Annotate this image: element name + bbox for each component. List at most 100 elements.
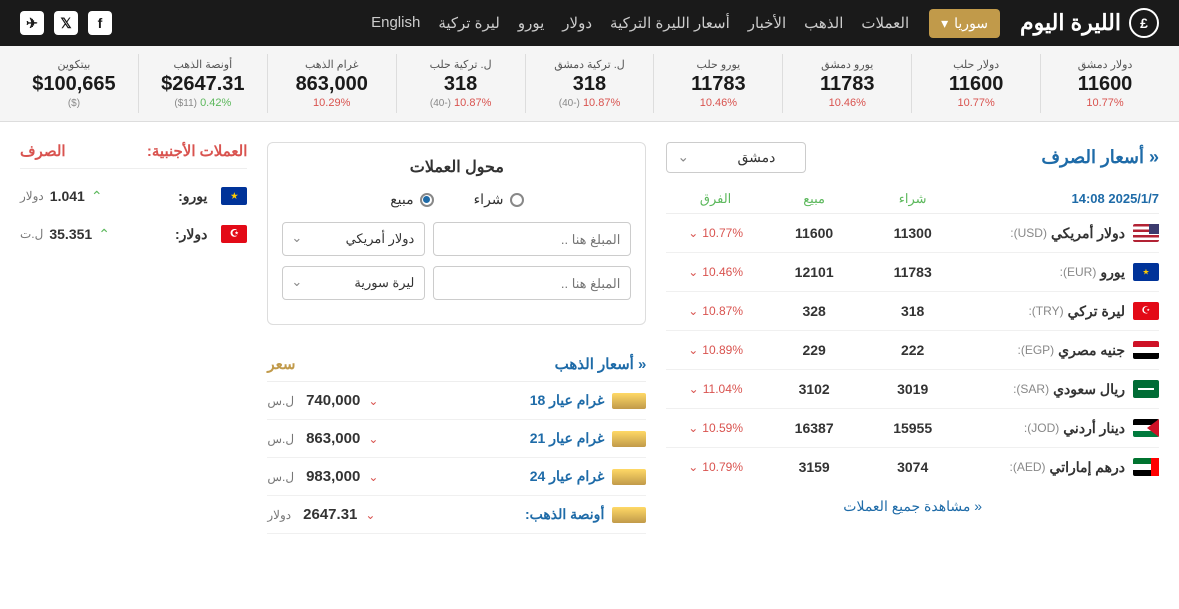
ticker-value: 11600 bbox=[1049, 73, 1161, 95]
ticker-item[interactable]: ل. تركية حلب31810.87% (-40) bbox=[396, 54, 525, 113]
ticker-change: 10.46% bbox=[662, 97, 774, 109]
rate-row[interactable]: ليرة تركي (TRY):31832810.87%⌄ bbox=[666, 292, 1159, 331]
radio-sell[interactable]: مبيع bbox=[390, 191, 433, 208]
diff-value: 10.87%⌄ bbox=[666, 304, 765, 318]
gold-row[interactable]: غرام عيار 24⌄983,000ل.س bbox=[267, 458, 646, 496]
gold-prices-section: « أسعار الذهب سعر غرام عيار 18⌄740,000ل.… bbox=[267, 355, 646, 534]
nav-item[interactable]: أسعار الليرة التركية bbox=[610, 14, 730, 32]
gold-unit: دولار bbox=[267, 508, 291, 522]
foreign-row[interactable]: يورو:⌃1.041دولار bbox=[20, 177, 247, 215]
sell-value: 3159 bbox=[765, 459, 864, 475]
currency-code: (JOD): bbox=[1024, 421, 1059, 435]
ticker-item[interactable]: أونصة الذهب$2647.310.42% ($11) bbox=[138, 54, 267, 113]
radio-buy[interactable]: شراء bbox=[474, 191, 524, 208]
gold-price: 863,000 bbox=[306, 430, 360, 447]
buy-value: 11300 bbox=[863, 225, 962, 241]
currency-name: يورو bbox=[1100, 264, 1125, 281]
ticker-label: دولار حلب bbox=[920, 58, 1032, 71]
currency-select-1[interactable]: دولار أمريكي bbox=[282, 222, 425, 256]
ticker-label: دولار دمشق bbox=[1049, 58, 1161, 71]
rate-row[interactable]: درهم إماراتي (AED):3074315910.79%⌄ bbox=[666, 448, 1159, 486]
foreign-value: 1.041 bbox=[50, 188, 85, 204]
facebook-icon[interactable]: f bbox=[88, 11, 112, 35]
currency-name: دينار أردني bbox=[1063, 420, 1125, 437]
ticker-value: 318 bbox=[534, 73, 646, 95]
foreign-name: دولار: bbox=[175, 226, 207, 243]
chevron-down-icon: ▾ bbox=[941, 15, 948, 32]
amount-input-2[interactable] bbox=[433, 266, 631, 300]
city-dropdown[interactable]: دمشق bbox=[666, 142, 806, 173]
ticker-item[interactable]: يورو حلب1178310.46% bbox=[653, 54, 782, 113]
ticker-label: يورو دمشق bbox=[791, 58, 903, 71]
buy-value: 3074 bbox=[863, 459, 962, 475]
currency-select-2[interactable]: ليرة سورية bbox=[282, 266, 425, 300]
exchange-rates-section: « أسعار الصرف دمشق 2025/1/7 14:08 شراء م… bbox=[666, 142, 1159, 534]
sell-value: 328 bbox=[765, 303, 864, 319]
country-label: سوريا bbox=[954, 15, 988, 32]
twitter-icon[interactable]: 𝕏 bbox=[54, 11, 78, 35]
nav-item[interactable]: الأخبار bbox=[748, 14, 786, 32]
ticker-item[interactable]: دولار دمشق1160010.77% bbox=[1040, 54, 1169, 113]
arrow-down-icon: ⌄ bbox=[368, 470, 378, 484]
gold-row[interactable]: أونصة الذهب:⌄2647.31دولار bbox=[267, 496, 646, 534]
arrow-up-icon: ⌃ bbox=[91, 188, 103, 205]
ticker-item[interactable]: بيتكوين$100,665 ($) bbox=[10, 54, 138, 113]
ticker-value: 11600 bbox=[920, 73, 1032, 95]
foreign-value: 35.351 bbox=[49, 226, 92, 242]
header: £ الليرة اليوم سوريا ▾ العملات الذهب الأخب… bbox=[0, 0, 1179, 46]
currency-name: ريال سعودي bbox=[1053, 381, 1125, 398]
sell-value: 16387 bbox=[765, 420, 864, 436]
nav-item[interactable]: يورو bbox=[518, 14, 544, 32]
ticker-item[interactable]: دولار حلب1160010.77% bbox=[911, 54, 1040, 113]
gold-row[interactable]: غرام عيار 18⌄740,000ل.س bbox=[267, 382, 646, 420]
flag-icon bbox=[1133, 224, 1159, 242]
main-content: « أسعار الصرف دمشق 2025/1/7 14:08 شراء م… bbox=[0, 122, 1179, 554]
ticker-item[interactable]: ل. تركية دمشق31810.87% (-40) bbox=[525, 54, 654, 113]
ticker-value: 863,000 bbox=[276, 73, 388, 95]
ticker-item[interactable]: غرام الذهب863,00010.29% bbox=[267, 54, 396, 113]
sell-value: 12101 bbox=[765, 264, 864, 280]
ticker-item[interactable]: يورو دمشق1178310.46% bbox=[782, 54, 911, 113]
foreign-unit: دولار bbox=[20, 189, 44, 203]
nav-item[interactable]: الذهب bbox=[804, 14, 843, 32]
amount-input-1[interactable] bbox=[433, 222, 631, 256]
nav-item[interactable]: ليرة تركية bbox=[438, 14, 500, 32]
rate-row[interactable]: دولار أمريكي (USD):113001160010.77%⌄ bbox=[666, 214, 1159, 253]
arrow-down-icon: ⌄ bbox=[688, 226, 698, 240]
gold-name: غرام عيار 21 bbox=[386, 430, 604, 447]
gold-row[interactable]: غرام عيار 21⌄863,000ل.س bbox=[267, 420, 646, 458]
sell-value: 229 bbox=[765, 342, 864, 358]
logo[interactable]: £ الليرة اليوم bbox=[1020, 8, 1159, 38]
rate-row[interactable]: ريال سعودي (SAR):3019310211.04%⌄ bbox=[666, 370, 1159, 409]
foreign-head-label: العملات الأجنبية: bbox=[147, 142, 248, 160]
converter-mode-radios: شراء مبيع bbox=[282, 191, 631, 208]
nav-item[interactable]: English bbox=[371, 14, 420, 32]
currency-code: (EGP): bbox=[1017, 343, 1054, 357]
flag-icon bbox=[1133, 341, 1159, 359]
head-buy: شراء bbox=[863, 191, 962, 207]
view-all-currencies-link[interactable]: « مشاهدة جميع العملات bbox=[666, 498, 1159, 515]
nav-item[interactable]: دولار bbox=[562, 14, 592, 32]
diff-value: 10.79%⌄ bbox=[666, 460, 765, 474]
ticker-label: ل. تركية حلب bbox=[405, 58, 517, 71]
telegram-icon[interactable]: ✈ bbox=[20, 11, 44, 35]
exchange-title: « أسعار الصرف bbox=[1041, 147, 1159, 168]
rates-table-head: 2025/1/7 14:08 شراء مبيع الفرق bbox=[666, 185, 1159, 214]
radio-dot-icon bbox=[420, 193, 434, 207]
buy-value: 3019 bbox=[863, 381, 962, 397]
arrow-down-icon: ⌄ bbox=[688, 460, 698, 474]
foreign-row[interactable]: دولار:⌃35.351ل.ت bbox=[20, 215, 247, 253]
rate-row[interactable]: دينار أردني (JOD):159551638710.59%⌄ bbox=[666, 409, 1159, 448]
nav-item[interactable]: العملات bbox=[861, 14, 909, 32]
nav: العملات الذهب الأخبار أسعار الليرة التركية د… bbox=[132, 14, 909, 32]
gold-bar-icon bbox=[612, 507, 646, 523]
rate-row[interactable]: جنيه مصري (EGP):22222910.89%⌄ bbox=[666, 331, 1159, 370]
flag-icon bbox=[221, 187, 247, 205]
gold-price: 740,000 bbox=[306, 392, 360, 409]
ticker-bar: دولار دمشق1160010.77% دولار حلب1160010.7… bbox=[0, 46, 1179, 122]
country-dropdown[interactable]: سوريا ▾ bbox=[929, 9, 1000, 38]
flag-icon bbox=[221, 225, 247, 243]
rate-row[interactable]: يورو (EUR):117831210110.46%⌄ bbox=[666, 253, 1159, 292]
flag-icon bbox=[1133, 419, 1159, 437]
currency-name: درهم إماراتي bbox=[1050, 459, 1125, 476]
